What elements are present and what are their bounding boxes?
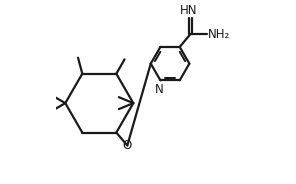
Text: NH₂: NH₂ xyxy=(208,28,230,41)
Text: N: N xyxy=(155,83,164,95)
Text: HN: HN xyxy=(180,4,197,17)
Text: O: O xyxy=(123,139,132,152)
